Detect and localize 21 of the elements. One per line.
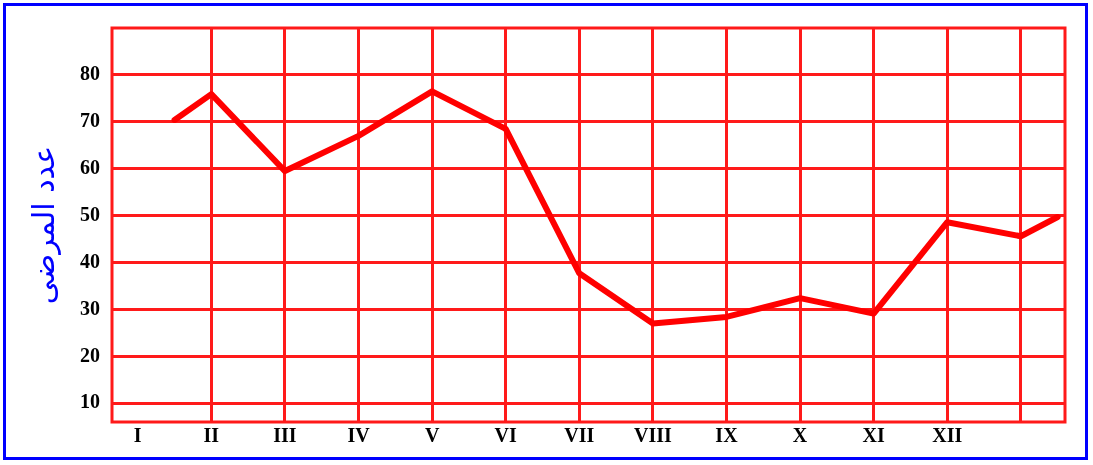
x-tick-label: III	[273, 424, 297, 447]
y-tick-label: 60	[80, 155, 100, 178]
x-tick-label: IX	[715, 424, 739, 447]
y-tick-label: 70	[80, 108, 100, 131]
y-tick-label: 10	[80, 390, 100, 413]
x-tick-label: VI	[494, 424, 518, 447]
y-tick-label: 50	[80, 202, 100, 225]
y-tick-label: 30	[80, 296, 100, 319]
x-tick-label: IV	[347, 424, 371, 447]
x-tick-label: VIII	[633, 424, 672, 447]
x-tick-label: XI	[862, 424, 885, 447]
x-tick-label: V	[424, 424, 440, 447]
y-tick-label: 20	[80, 343, 100, 366]
x-tick-label: VII	[564, 424, 595, 447]
y-tick-label: 40	[80, 249, 100, 272]
x-tick-label: II	[203, 424, 220, 447]
x-tick-label: XII	[932, 424, 963, 447]
y-tick-label: 80	[80, 62, 100, 85]
x-tick-label: X	[792, 424, 808, 447]
x-tick-label: I	[133, 424, 142, 447]
y-axis-title: عدد المرضى	[25, 145, 61, 305]
